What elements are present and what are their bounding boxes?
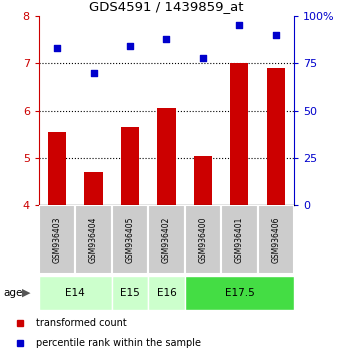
Text: E16: E16 bbox=[156, 288, 176, 298]
Bar bbox=[258, 205, 294, 274]
Bar bbox=[112, 276, 148, 310]
Text: transformed count: transformed count bbox=[36, 318, 127, 328]
Title: GDS4591 / 1439859_at: GDS4591 / 1439859_at bbox=[89, 0, 244, 13]
Text: ▶: ▶ bbox=[22, 288, 30, 298]
Text: E15: E15 bbox=[120, 288, 140, 298]
Bar bbox=[158, 108, 175, 205]
Bar bbox=[185, 276, 294, 310]
Bar bbox=[267, 68, 285, 205]
Bar bbox=[48, 132, 66, 205]
Text: E17.5: E17.5 bbox=[224, 288, 254, 298]
Bar bbox=[112, 205, 148, 274]
Bar bbox=[221, 205, 258, 274]
Bar bbox=[148, 276, 185, 310]
Text: GSM936402: GSM936402 bbox=[162, 217, 171, 263]
Text: percentile rank within the sample: percentile rank within the sample bbox=[36, 338, 201, 348]
Text: GSM936405: GSM936405 bbox=[125, 217, 135, 263]
Point bbox=[237, 23, 242, 28]
Bar bbox=[194, 156, 212, 205]
Bar bbox=[84, 172, 103, 205]
Point bbox=[91, 70, 96, 75]
Bar bbox=[39, 276, 112, 310]
Text: GSM936406: GSM936406 bbox=[271, 217, 280, 263]
Point bbox=[54, 45, 60, 51]
Text: GSM936401: GSM936401 bbox=[235, 217, 244, 263]
Bar bbox=[185, 205, 221, 274]
Point bbox=[164, 36, 169, 41]
Point bbox=[273, 32, 279, 38]
Bar bbox=[148, 205, 185, 274]
Text: E14: E14 bbox=[66, 288, 85, 298]
Point bbox=[127, 44, 133, 49]
Bar bbox=[39, 205, 75, 274]
Point bbox=[200, 55, 206, 61]
Text: GSM936404: GSM936404 bbox=[89, 217, 98, 263]
Bar bbox=[121, 127, 139, 205]
Text: age: age bbox=[3, 288, 23, 298]
Text: GSM936400: GSM936400 bbox=[198, 217, 208, 263]
Bar bbox=[230, 63, 248, 205]
Bar bbox=[75, 205, 112, 274]
Text: GSM936403: GSM936403 bbox=[53, 217, 62, 263]
